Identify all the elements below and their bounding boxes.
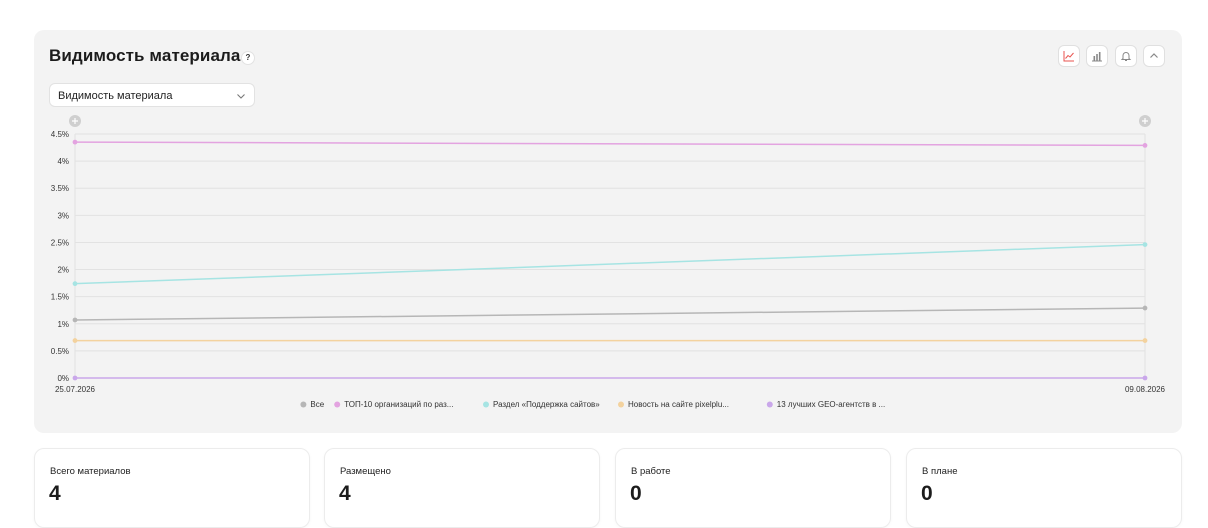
y-tick-label: 3.5%: [51, 184, 69, 193]
stat-card-in-progress: В работе 0: [615, 448, 891, 528]
stat-value: 0: [921, 482, 933, 505]
data-point: [1142, 338, 1148, 343]
panel-title: Видимость материала: [49, 46, 241, 65]
data-point: [1142, 242, 1148, 248]
data-point: [72, 139, 78, 145]
legend-label: Раздел «Поддержка сайтов»: [493, 400, 600, 409]
x-tick-label: 25.07.2026: [55, 385, 96, 394]
stat-label: В плане: [922, 466, 958, 477]
stat-card-planned: В плане 0: [906, 448, 1182, 528]
metric-select-value: Видимость материала: [58, 90, 173, 102]
y-tick-label: 0%: [57, 374, 69, 383]
data-point: [72, 281, 78, 287]
legend-marker: [334, 401, 341, 408]
stat-value: 4: [339, 482, 351, 505]
x-tick-label: 09.08.2026: [1125, 385, 1166, 394]
line-chart-icon[interactable]: [1058, 45, 1080, 67]
bell-icon[interactable]: [1115, 45, 1137, 67]
series-line: [74, 141, 1146, 147]
legend-label: Новость на сайте pixelplu...: [628, 400, 729, 409]
legend-marker: [618, 401, 624, 408]
add-point-icon[interactable]: [69, 115, 81, 127]
stat-value: 4: [49, 482, 61, 505]
legend-label: ТОП-10 организаций по раз...: [344, 400, 453, 409]
y-tick-label: 2.5%: [51, 238, 69, 247]
legend-label: 13 лучших GEO-агентств в ...: [777, 400, 885, 409]
series-line: [74, 307, 1146, 321]
add-point-icon-plus: [1142, 118, 1148, 124]
add-point-icon-plus: [72, 118, 78, 124]
legend-marker: [766, 401, 773, 408]
stat-label: В работе: [631, 466, 671, 477]
stat-label: Размещено: [340, 466, 391, 477]
data-point: [1142, 375, 1148, 381]
stat-card-total: Всего материалов 4: [34, 448, 310, 528]
y-tick-label: 0.5%: [51, 347, 69, 356]
data-point: [72, 375, 78, 381]
add-point-icon[interactable]: [1139, 115, 1151, 127]
stat-card-published: Размещено 4: [324, 448, 600, 528]
stat-label: Всего материалов: [50, 466, 131, 477]
y-tick-label: 1%: [57, 320, 69, 329]
y-tick-label: 2%: [57, 266, 69, 275]
data-point: [72, 338, 78, 343]
bar-chart-icon[interactable]: [1086, 45, 1108, 67]
visibility-chart: 0% 0.5% 1% 1.5% 2% 2.5% 3% 3.5% 4% 4.5% 25.07.2026…: [51, 115, 1166, 409]
visibility-panel: Видимость материала ? Видимость материал…: [34, 30, 1182, 433]
y-tick-label: 1.5%: [51, 293, 69, 302]
y-tick-label: 4.5%: [51, 130, 69, 139]
chevron-up-icon[interactable]: [1143, 45, 1165, 67]
legend-marker: [300, 401, 307, 408]
legend-label: Все: [310, 400, 324, 409]
data-point: [1142, 142, 1148, 148]
help-icon[interactable]: ?: [241, 51, 255, 65]
stat-value: 0: [630, 482, 642, 505]
chevron-down-icon: [237, 94, 245, 99]
y-tick-label: 3%: [57, 211, 69, 220]
series-line: [74, 243, 1146, 285]
legend-marker: [483, 401, 489, 408]
data-point: [1142, 305, 1148, 311]
y-tick-label: 4%: [57, 157, 69, 166]
metric-select[interactable]: Видимость материала: [49, 83, 255, 107]
data-point: [72, 317, 78, 323]
